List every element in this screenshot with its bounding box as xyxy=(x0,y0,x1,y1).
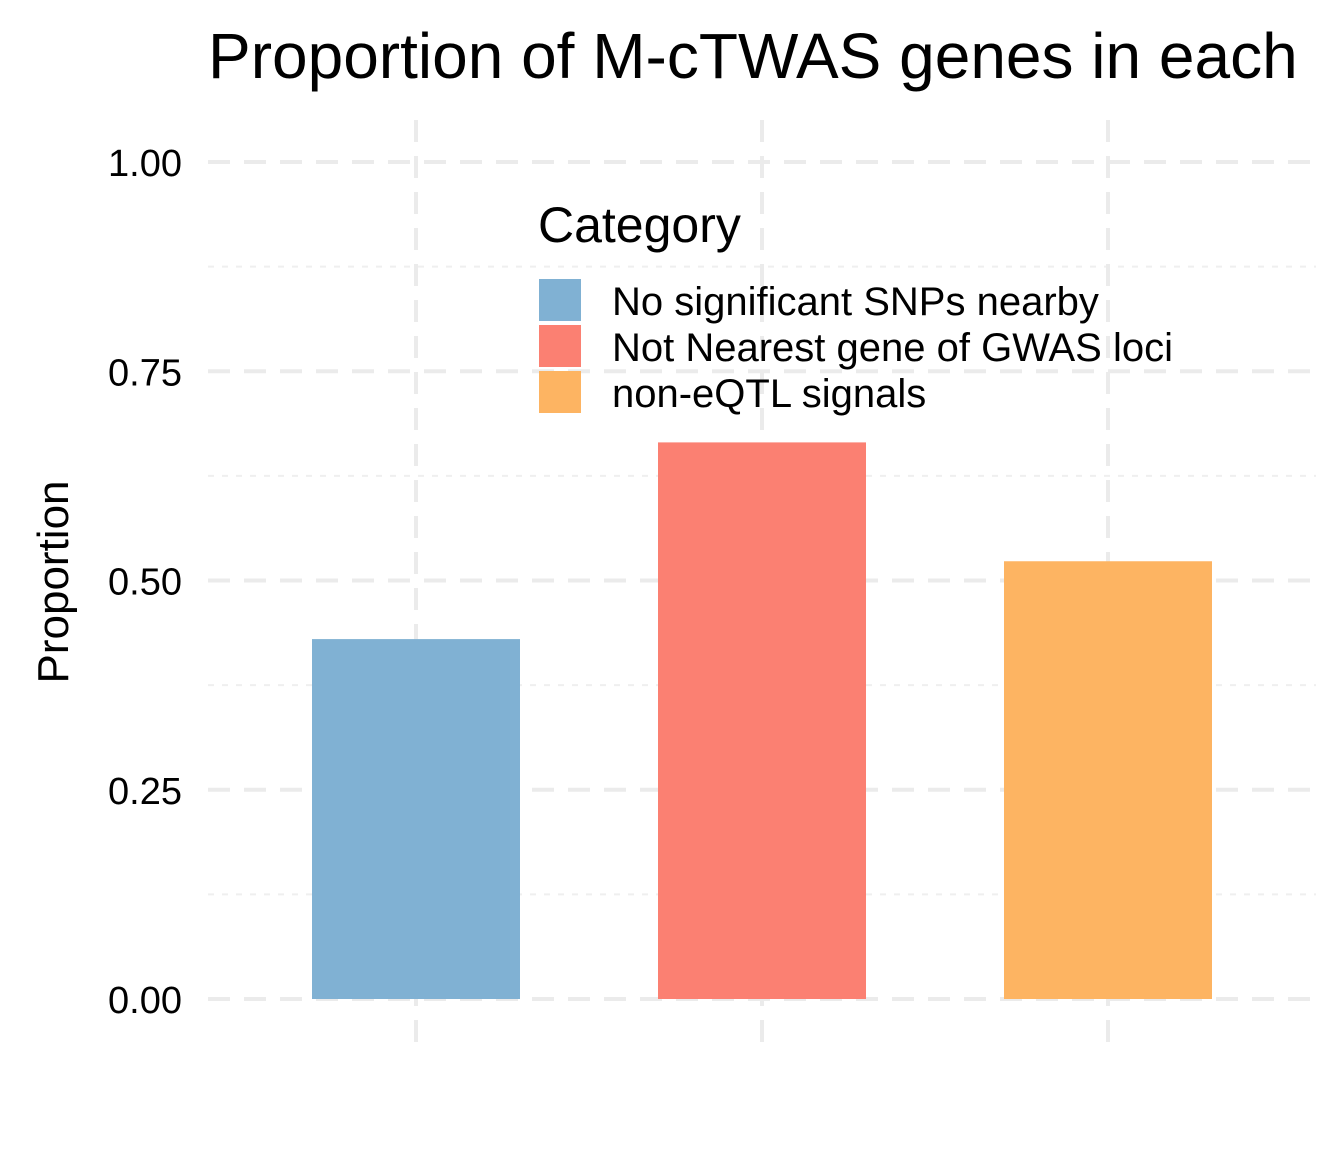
legend-key-1 xyxy=(539,279,581,321)
legend-title: Category xyxy=(538,197,741,253)
bar-2 xyxy=(658,442,866,999)
y-axis-label: Proportion xyxy=(29,480,78,683)
y-tick-label: 0.25 xyxy=(108,771,182,813)
legend-key-3 xyxy=(539,371,581,413)
legend-label-1: No significant SNPs nearby xyxy=(612,280,1099,324)
y-axis-ticks: 0.00 0.25 0.50 0.75 1.00 xyxy=(108,143,182,1022)
y-tick-label: 0.75 xyxy=(108,352,182,394)
bar-3 xyxy=(1004,561,1212,999)
bar-1 xyxy=(312,639,520,999)
y-tick-label: 0.00 xyxy=(108,980,182,1022)
y-tick-label: 1.00 xyxy=(108,143,182,185)
y-tick-label: 0.50 xyxy=(108,562,182,604)
chart-title: Proportion of M-cTWAS genes in each xyxy=(208,20,1298,92)
legend-label-3: non-eQTL signals xyxy=(612,372,926,416)
legend-key-2 xyxy=(539,325,581,367)
bars xyxy=(312,442,1212,999)
legend-label-2: Not Nearest gene of GWAS loci xyxy=(612,326,1173,370)
